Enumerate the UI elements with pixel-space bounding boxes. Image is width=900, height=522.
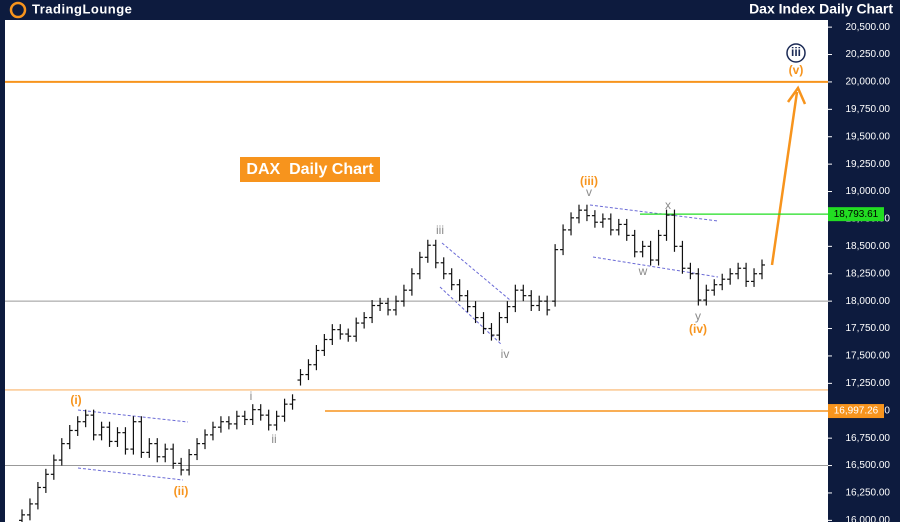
y-tick-label: 20,000.00 <box>846 77 891 88</box>
y-tick-label: 20,250.00 <box>846 49 891 60</box>
wave-circle <box>786 43 806 63</box>
y-tick-label: 16,500.00 <box>846 460 891 471</box>
wave-label: (ii) <box>174 484 189 498</box>
y-tick-label: 18,250.00 <box>846 268 891 279</box>
level-label: 18,793.61 <box>834 209 879 220</box>
y-tick-label: 19,500.00 <box>846 131 891 142</box>
label-box <box>240 157 380 182</box>
level-label: 16,997.26 <box>834 406 879 417</box>
channel-line <box>77 467 184 481</box>
logo-text: TradingLounge <box>32 1 132 16</box>
box-label: DAX Daily Chart <box>246 161 374 178</box>
wave-label: iv <box>501 347 510 361</box>
y-tick-label: 18,500.00 <box>846 241 891 252</box>
level-tag <box>828 207 884 222</box>
logo: TradingLounge <box>9 1 132 19</box>
chart-title: Dax Index Daily Chart <box>749 1 893 17</box>
wave-label: (v) <box>789 63 804 77</box>
wave-label: iii <box>436 223 444 237</box>
wave-label: x <box>665 198 671 212</box>
y-tick-label: 19,250.00 <box>846 159 891 170</box>
y-tick-label: 19,750.00 <box>846 104 891 115</box>
wave-label: v <box>586 185 592 199</box>
arrow-head <box>786 85 807 105</box>
channel-line <box>77 409 189 423</box>
wave-label: i <box>250 389 253 403</box>
y-tick-label: 16,000.00 <box>846 515 891 522</box>
plot-area <box>5 20 828 522</box>
channel-line <box>589 204 719 222</box>
wave-label: y <box>695 309 701 323</box>
level-tag <box>828 404 884 419</box>
y-tick-label: 19,000.00 <box>846 186 891 197</box>
y-tick-label: 17,500.00 <box>846 351 891 362</box>
wave-label: ii <box>271 432 276 446</box>
arrow-shaft <box>770 91 799 266</box>
y-tick-label: 17,750.00 <box>846 323 891 334</box>
y-tick-label: 18,000.00 <box>846 296 891 307</box>
y-tick-label: 16,750.00 <box>846 433 891 444</box>
wave-label: (i) <box>70 393 81 407</box>
wave-label: iii <box>791 45 801 59</box>
bars <box>19 204 765 522</box>
wave-label: w <box>638 264 648 278</box>
wave-label: (iii) <box>580 174 598 188</box>
y-tick-label: 16,250.00 <box>846 488 891 499</box>
y-tick-label: 20,500.00 <box>846 22 891 33</box>
logo-icon <box>9 1 27 19</box>
projection-arrow <box>770 85 807 266</box>
wave-label: (iv) <box>689 322 707 336</box>
y-tick-label: 17,250.00 <box>846 378 891 389</box>
